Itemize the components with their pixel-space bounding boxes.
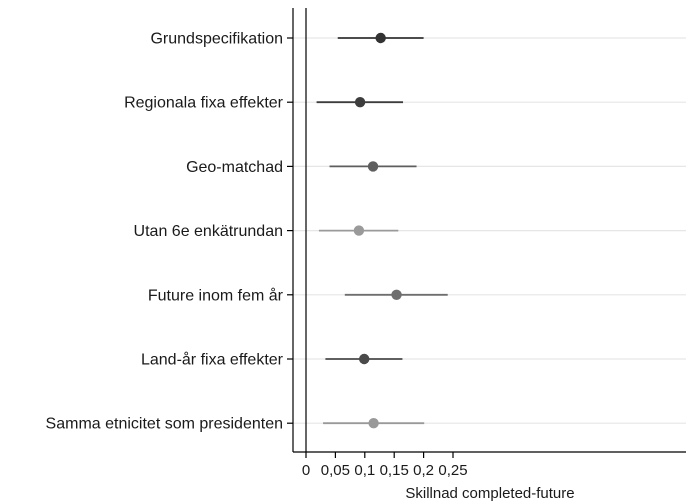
category-label-land-år-fixa-effekter: Land-år fixa effekter: [141, 351, 284, 369]
x-tick-label-0: 0: [302, 462, 310, 479]
point-estimate-geo-matchad: [367, 161, 379, 172]
category-label-grundspecifikation: Grundspecifikation: [150, 31, 283, 48]
x-tick-label-3: 0,15: [380, 462, 409, 479]
point-estimate-future-inom-fem-år: [391, 289, 402, 300]
x-tick-label-5: 0,25: [438, 462, 467, 479]
point-estimate-grundspecifikation: [375, 32, 386, 44]
x-tick-label-2: 0,1: [354, 462, 375, 479]
x-tick-group: 0 0,05 0,1 0,15 0,2 0,25: [302, 452, 468, 479]
category-label-future-inom-fem-år: Future inom fem år: [148, 286, 284, 304]
point-estimate-regionala-fixa-effekter: [354, 97, 366, 108]
point-estimate-utan-6e-enkätrundan: [353, 225, 365, 236]
category-label-geo-matchad: Geo-matchad: [186, 159, 283, 176]
category-labels: Grundspecifikation Regionala fixa effekte…: [46, 31, 293, 433]
point-estimate-land-år-fixa-effekter: [359, 353, 370, 365]
point-estimate-samma-etnicitet-som-presidenten: [368, 418, 379, 429]
category-label-regionala-fixa-effekter: Regionala fixa effekter: [124, 95, 284, 112]
x-tick-label-4: 0,2: [413, 462, 434, 479]
series-group: [316, 32, 448, 429]
category-label-samma-etnicitet-som-presidenten: Samma etnicitet som presidenten: [46, 416, 283, 433]
category-label-utan-6e-enkätrundan: Utan 6e enkätrundan: [134, 223, 283, 240]
x-axis-title: Skillnad completed-future: [405, 485, 574, 502]
x-tick-label-1: 0,05: [321, 462, 350, 479]
